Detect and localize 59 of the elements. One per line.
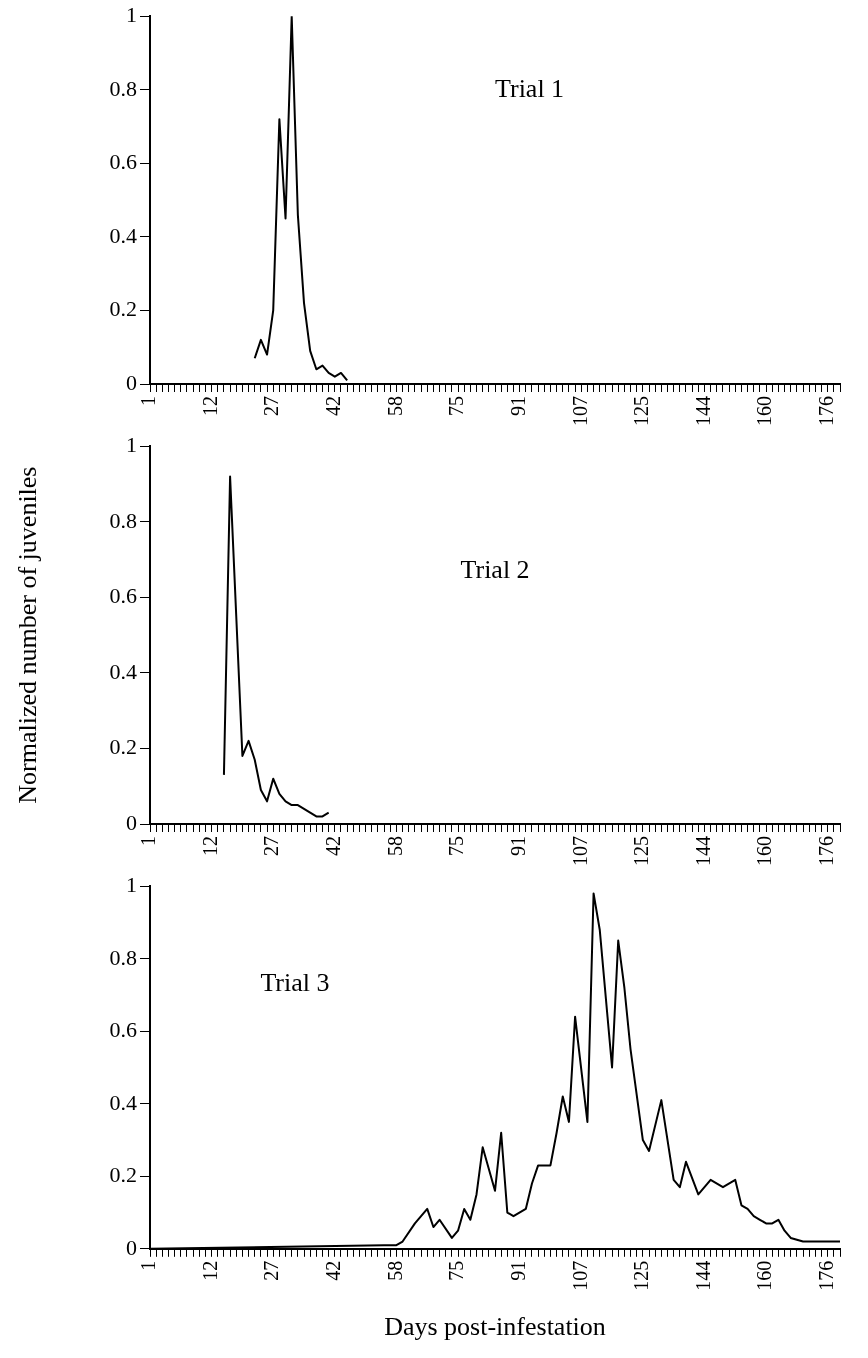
x-tick-label: 42 — [322, 396, 345, 416]
y-tick-label: 0.8 — [109, 75, 137, 101]
y-tick-label: 0.2 — [109, 1162, 137, 1188]
x-tick-label: 160 — [753, 836, 776, 866]
x-tick-label: 125 — [630, 836, 653, 866]
x-tick-label: 107 — [568, 396, 591, 426]
x-tick-label: 91 — [506, 836, 529, 856]
x-tick-label: 42 — [322, 836, 345, 856]
x-tick-label: 160 — [753, 1260, 776, 1291]
x-tick-label: 91 — [506, 1260, 529, 1281]
x-tick-label: 58 — [383, 836, 406, 856]
x-tick-label: 58 — [383, 1260, 406, 1281]
y-tick-label: 0.8 — [109, 507, 137, 533]
x-tick-label: 1 — [137, 1260, 160, 1271]
y-tick-label: 1 — [126, 431, 137, 457]
x-tick-label: 125 — [630, 396, 653, 426]
x-tick-label: 12 — [198, 836, 221, 856]
x-tick-label: 125 — [630, 1260, 653, 1291]
y-tick-label: 0.6 — [109, 149, 137, 175]
y-tick-label: 0 — [126, 809, 137, 835]
x-tick-label: 12 — [198, 1260, 221, 1281]
y-tick-label: 1 — [126, 1, 137, 27]
x-tick-label: 27 — [260, 1260, 283, 1281]
x-tick-label: 12 — [198, 396, 221, 416]
y-tick-label: 0 — [126, 1234, 137, 1260]
y-tick-label: 0.2 — [109, 734, 137, 760]
text: Trial 2 — [460, 554, 530, 584]
x-tick-label: 176 — [814, 836, 837, 866]
x-tick-label: 1 — [137, 836, 160, 846]
y-tick-label: 1 — [126, 871, 137, 897]
y-tick-label: 0.6 — [109, 583, 137, 609]
x-tick-label: 176 — [814, 396, 837, 426]
x-tick-label: 27 — [260, 836, 283, 856]
y-axis-title: Normalized number of juveniles — [13, 466, 43, 804]
x-tick-label: 144 — [691, 836, 714, 866]
x-tick-label: 58 — [383, 396, 406, 416]
y-tick-label: 0 — [126, 369, 137, 395]
x-tick-label: 176 — [814, 1260, 837, 1291]
x-tick-label: 75 — [445, 1260, 468, 1281]
y-tick-label: 0.8 — [109, 944, 137, 970]
text: Trial 3 — [260, 967, 330, 997]
y-tick-label: 0.6 — [109, 1017, 137, 1043]
x-tick-label: 27 — [260, 396, 283, 416]
x-tick-label: 75 — [445, 836, 468, 856]
x-tick-label: 107 — [568, 836, 591, 866]
text: Trial 1 — [495, 73, 565, 103]
x-tick-label: 144 — [691, 1260, 714, 1291]
x-tick-label: 107 — [568, 1260, 591, 1291]
x-tick-label: 42 — [322, 1260, 345, 1281]
y-tick-label: 0.4 — [109, 658, 137, 684]
x-tick-label: 91 — [506, 396, 529, 416]
x-tick-label: 160 — [753, 396, 776, 426]
y-tick-label: 0.4 — [109, 1089, 137, 1115]
x-axis-title: Days post-infestation — [384, 1312, 606, 1342]
y-tick-label: 0.4 — [109, 222, 137, 248]
y-tick-label: 0.2 — [109, 296, 137, 322]
x-tick-label: 75 — [445, 396, 468, 416]
x-tick-label: 144 — [691, 396, 714, 426]
x-tick-label: 1 — [137, 396, 160, 406]
